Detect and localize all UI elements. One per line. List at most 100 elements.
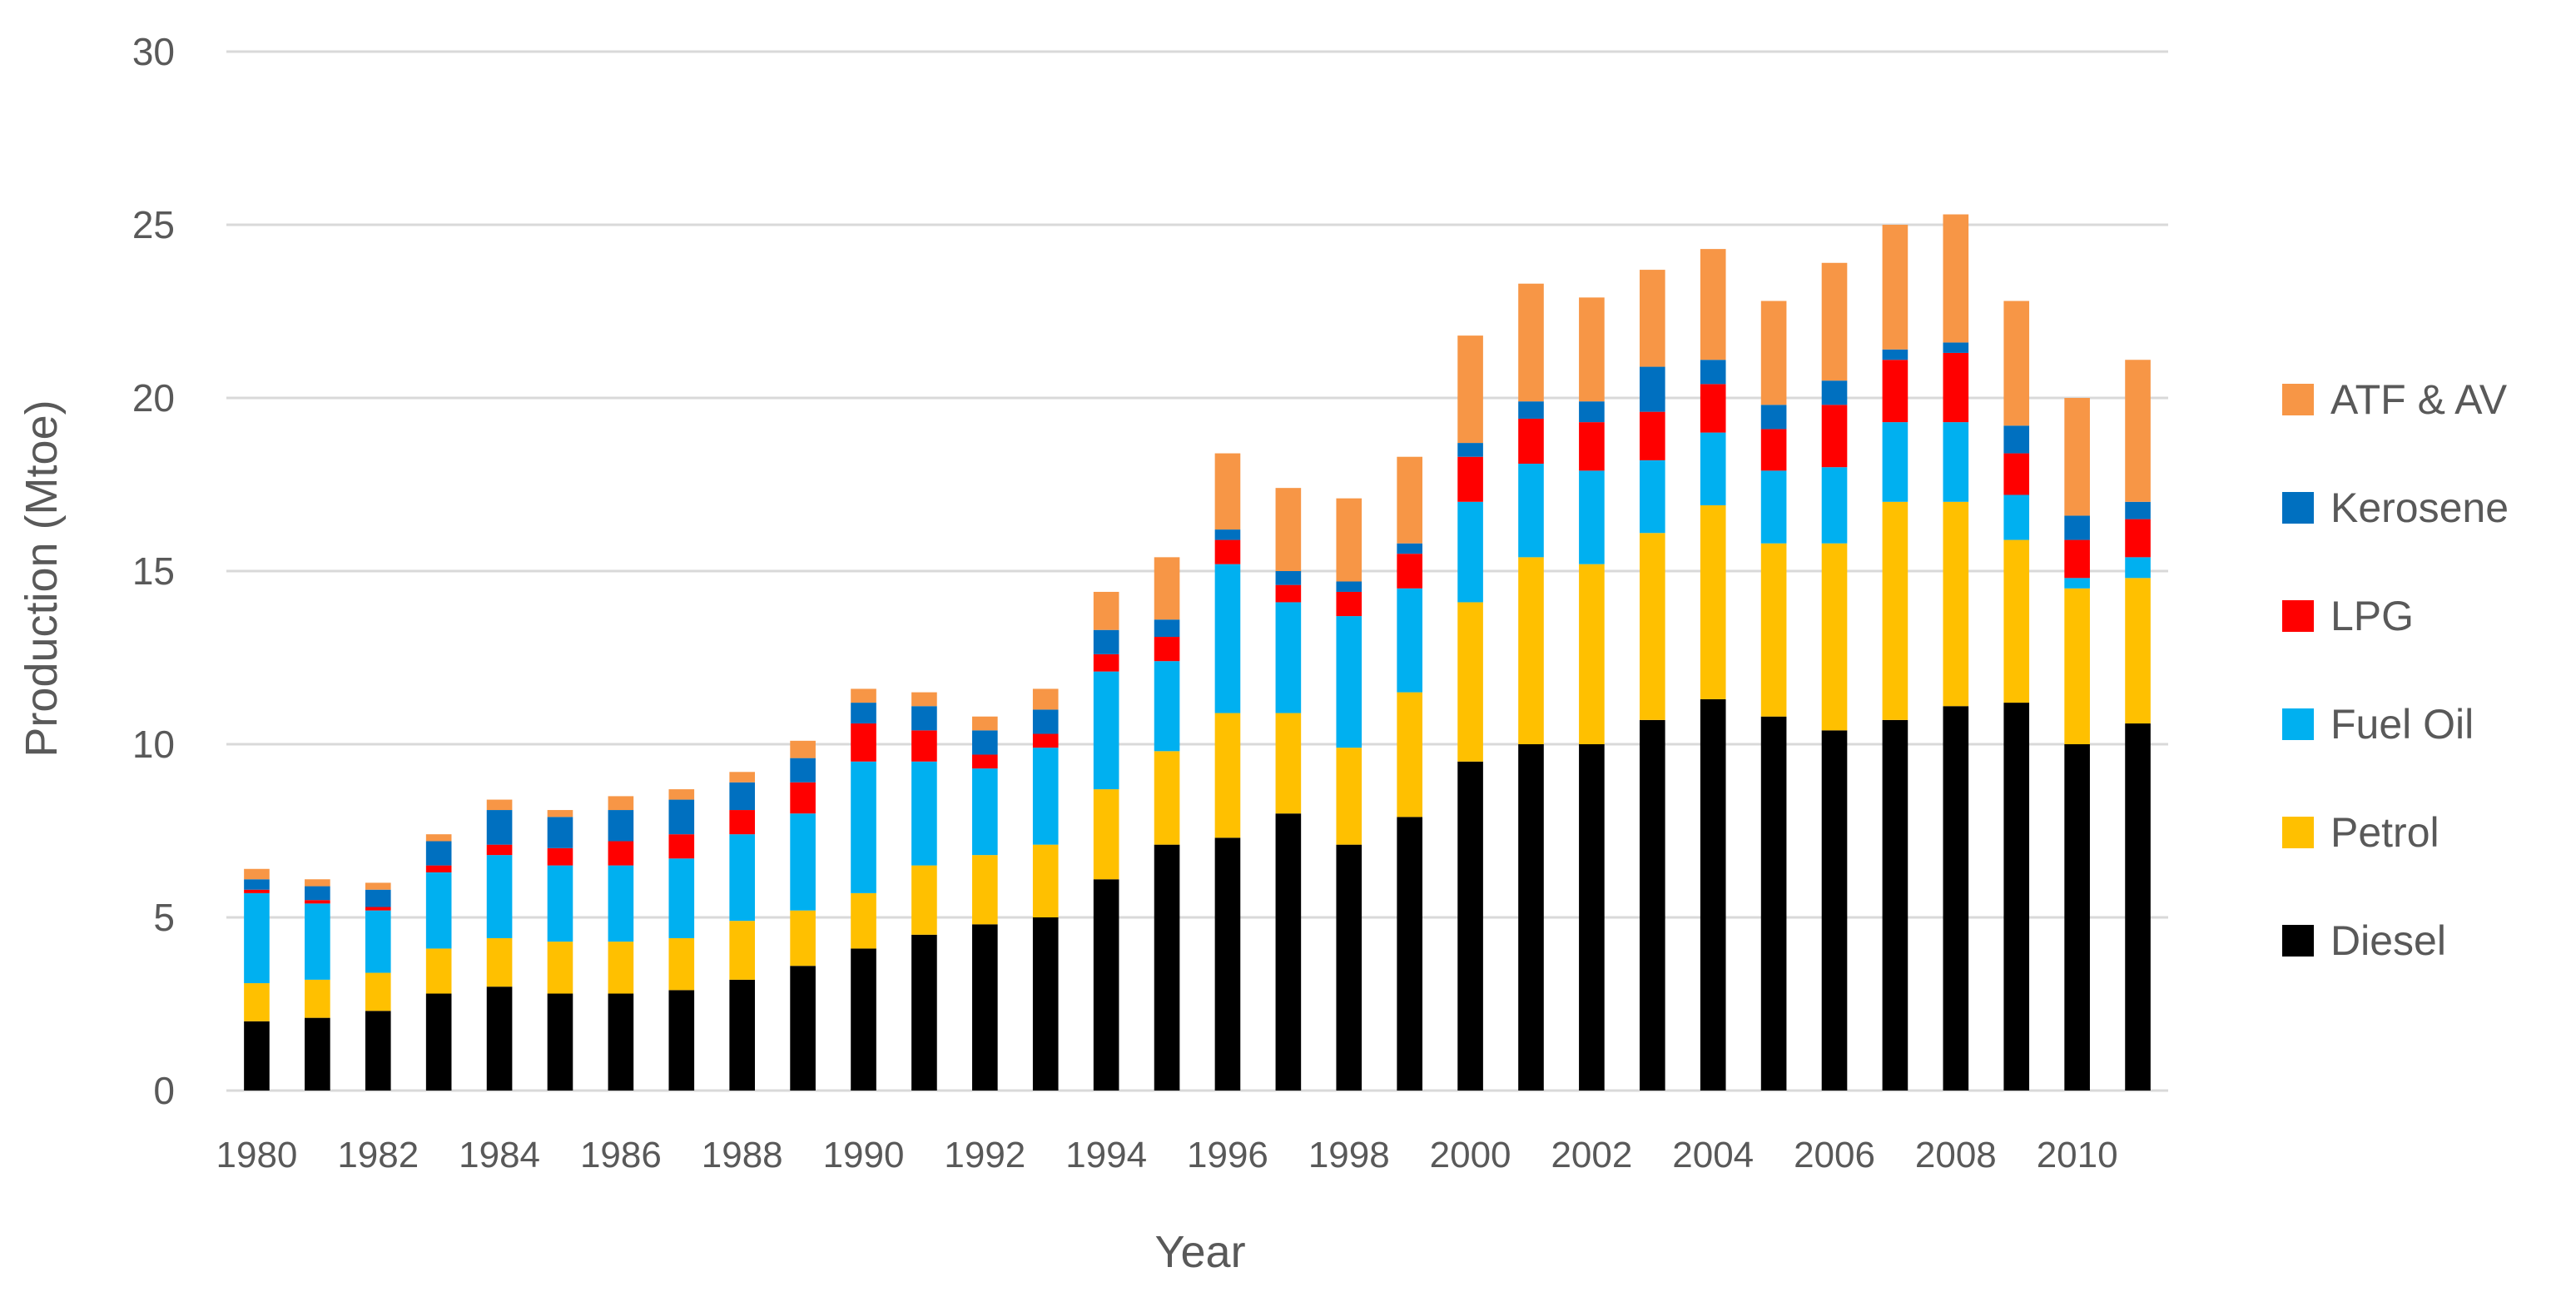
bar-segment-atf-av (1457, 335, 1483, 444)
bar-segment-diesel (1760, 716, 1787, 1091)
y-axis-title: Production (Mtoe) (17, 400, 67, 757)
x-tick-label: 1980 (216, 1135, 298, 1175)
bar-segment-petrol (729, 921, 756, 980)
bar-segment-petrol (790, 910, 816, 967)
bars (244, 214, 2151, 1091)
bar-segment-petrol (305, 979, 330, 1018)
y-tick-label: 20 (132, 376, 175, 420)
x-tick-label: 1998 (1308, 1135, 1390, 1175)
bar-segment-petrol (547, 942, 573, 994)
bar-segment-petrol (1457, 602, 1483, 762)
bar-segment-kerosene (608, 810, 634, 842)
x-tick-label: 2010 (2037, 1135, 2118, 1175)
bar-segment-atf-av (1093, 591, 1119, 630)
bar-segment-petrol (851, 892, 876, 949)
bar-segment-atf-av (972, 716, 998, 731)
bar-segment-fuel-oil (1336, 616, 1362, 748)
bar-segment-lpg (1700, 384, 1726, 433)
bar-segment-fuel-oil (729, 834, 756, 922)
bar-segment-atf-av (1821, 262, 1848, 381)
bar-segment-lpg (1154, 637, 1180, 662)
bar-segment-lpg (851, 723, 876, 762)
y-tick-label: 15 (132, 549, 175, 593)
bar-segment-kerosene (365, 889, 391, 907)
bar-segment-kerosene (1397, 543, 1422, 554)
bar-segment-lpg (1214, 539, 1241, 564)
x-tick-label: 2000 (1430, 1135, 1511, 1175)
bar-segment-diesel (1032, 917, 1059, 1091)
bar-segment-diesel (2064, 744, 2090, 1091)
bar-segment-petrol (668, 937, 695, 991)
bar-segment-fuel-oil (1518, 464, 1544, 558)
bar-segment-diesel (244, 1021, 270, 1091)
bar-segment-fuel-oil (1154, 661, 1180, 752)
bar-segment-fuel-oil (1579, 470, 1605, 564)
bar-segment-lpg (244, 889, 270, 893)
bar-segment-fuel-oil (486, 855, 513, 938)
legend-swatch (2282, 384, 2314, 415)
bar-segment-kerosene (547, 817, 573, 848)
bar-segment-lpg (972, 754, 998, 769)
x-tick-label: 2008 (1915, 1135, 1997, 1175)
bar-segment-diesel (608, 993, 634, 1091)
bar-segment-fuel-oil (1760, 470, 1787, 544)
bar-segment-petrol (1882, 501, 1908, 720)
bar-segment-atf-av (1518, 283, 1544, 402)
bar-segment-lpg (1882, 360, 1908, 423)
bar-segment-petrol (1760, 543, 1787, 717)
bar-segment-fuel-oil (1639, 460, 1665, 534)
bar-segment-fuel-oil (608, 865, 634, 942)
x-tick-label: 1994 (1065, 1135, 1147, 1175)
bar-segment-atf-av (1700, 249, 1726, 360)
bar-segment-fuel-oil (425, 872, 452, 949)
bar-segment-fuel-oil (365, 910, 391, 973)
bar-segment-atf-av (1397, 456, 1422, 544)
bar-segment-lpg (1275, 584, 1302, 603)
bar-segment-atf-av (365, 882, 391, 890)
bar-segment-diesel (911, 934, 937, 1091)
bar-segment-lpg (1397, 554, 1422, 589)
bar-segment-lpg (1032, 733, 1059, 748)
bar-segment-lpg (608, 841, 634, 866)
legend-label: Petrol (2330, 809, 2440, 856)
bar-segment-diesel (365, 1011, 391, 1091)
bar-segment-kerosene (1093, 629, 1119, 654)
bar-segment-fuel-oil (1032, 748, 1059, 845)
bar-segment-petrol (1275, 713, 1302, 814)
bar-segment-atf-av (1579, 297, 1605, 402)
bar-segment-kerosene (1518, 401, 1544, 419)
bar-segment-kerosene (1275, 571, 1302, 585)
x-tick-label: 1988 (702, 1135, 783, 1175)
bar-segment-atf-av (425, 834, 452, 842)
bar-segment-kerosene (790, 758, 816, 783)
bar-segment-kerosene (1700, 360, 1726, 385)
bar-segment-atf-av (1154, 557, 1180, 620)
bar-segment-petrol (1336, 748, 1362, 845)
gridlines (226, 50, 2168, 1092)
bar-segment-lpg (1093, 653, 1119, 672)
bar-segment-petrol (2064, 588, 2090, 744)
bar-segment-diesel (1154, 844, 1180, 1091)
bar-segment-petrol (1214, 713, 1241, 838)
bar-segment-kerosene (911, 706, 937, 731)
bar-segment-diesel (547, 993, 573, 1091)
x-tick-label: 2004 (1672, 1135, 1754, 1175)
bar-segment-lpg (425, 865, 452, 872)
x-tick-label: 1996 (1187, 1135, 1268, 1175)
bar-segment-kerosene (729, 782, 756, 811)
bar-segment-lpg (305, 900, 330, 904)
bar-segment-kerosene (2003, 425, 2030, 454)
bar-segment-diesel (1700, 698, 1726, 1091)
bar-segment-atf-av (729, 772, 756, 783)
bar-segment-lpg (1336, 591, 1362, 617)
bar-segment-lpg (911, 730, 937, 762)
bar-segment-petrol (2003, 539, 2030, 703)
bar-segment-kerosene (425, 841, 452, 866)
bar-segment-kerosene (1579, 401, 1605, 423)
bar-segment-lpg (486, 844, 513, 856)
bar-segment-atf-av (1639, 270, 1665, 367)
bar-segment-atf-av (1943, 214, 1969, 343)
bar-segment-fuel-oil (1943, 422, 1969, 502)
bar-segment-fuel-oil (911, 761, 937, 866)
bar-segment-diesel (1214, 837, 1241, 1091)
